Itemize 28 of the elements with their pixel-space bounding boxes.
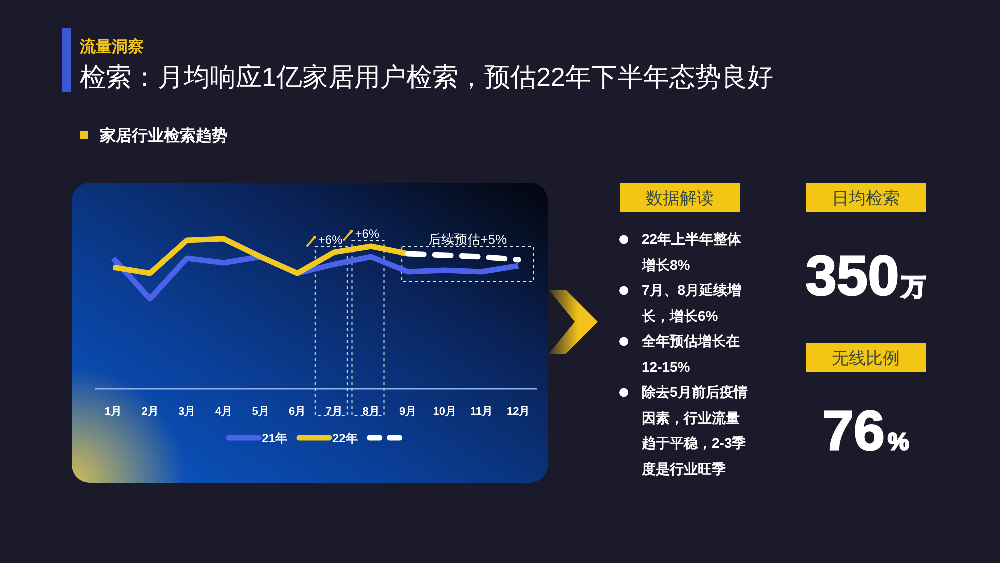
annotation: +6%	[355, 227, 380, 241]
text: 无线比例	[832, 349, 900, 368]
text: 除去5月前后疫情因素，行业流量趋于平稳，2-3季度是行业旺季	[642, 384, 748, 476]
x-tick-label: 6月	[289, 406, 306, 418]
annotation: 后续预估+5%	[428, 232, 508, 247]
x-tick-label: 10月	[433, 406, 457, 418]
text: 7月、8月延续增长，增长6%	[642, 282, 742, 324]
x-tick-label: 5月	[252, 406, 270, 418]
x-tick-label: 9月	[400, 406, 417, 418]
text: 76%	[822, 399, 910, 462]
text: 日均检索	[832, 189, 900, 208]
text: 流量洞察	[79, 37, 144, 56]
x-tick-label: 12月	[506, 406, 530, 418]
legend-label: 22年	[332, 432, 358, 446]
text: 数据解读	[646, 189, 714, 208]
legend-label: 21年	[262, 432, 288, 446]
x-tick-label: 2月	[142, 406, 159, 418]
x-tick-label: 11月	[470, 406, 494, 418]
text: 检索：月均响应1亿家居用户检索，预估22年下半年态势良好	[80, 62, 774, 92]
annotation: +6%	[318, 233, 344, 247]
x-tick-label: 3月	[178, 406, 196, 418]
x-tick-label: 1月	[104, 406, 122, 418]
chart-title: 家居行业检索趋势	[99, 126, 228, 145]
x-tick-label: 7月	[326, 406, 343, 418]
text: 全年预估增长在12-15%	[642, 333, 740, 374]
text: 350万	[806, 244, 926, 307]
x-tick-label: 4月	[215, 406, 232, 418]
x-tick-label: 8月	[362, 406, 380, 418]
